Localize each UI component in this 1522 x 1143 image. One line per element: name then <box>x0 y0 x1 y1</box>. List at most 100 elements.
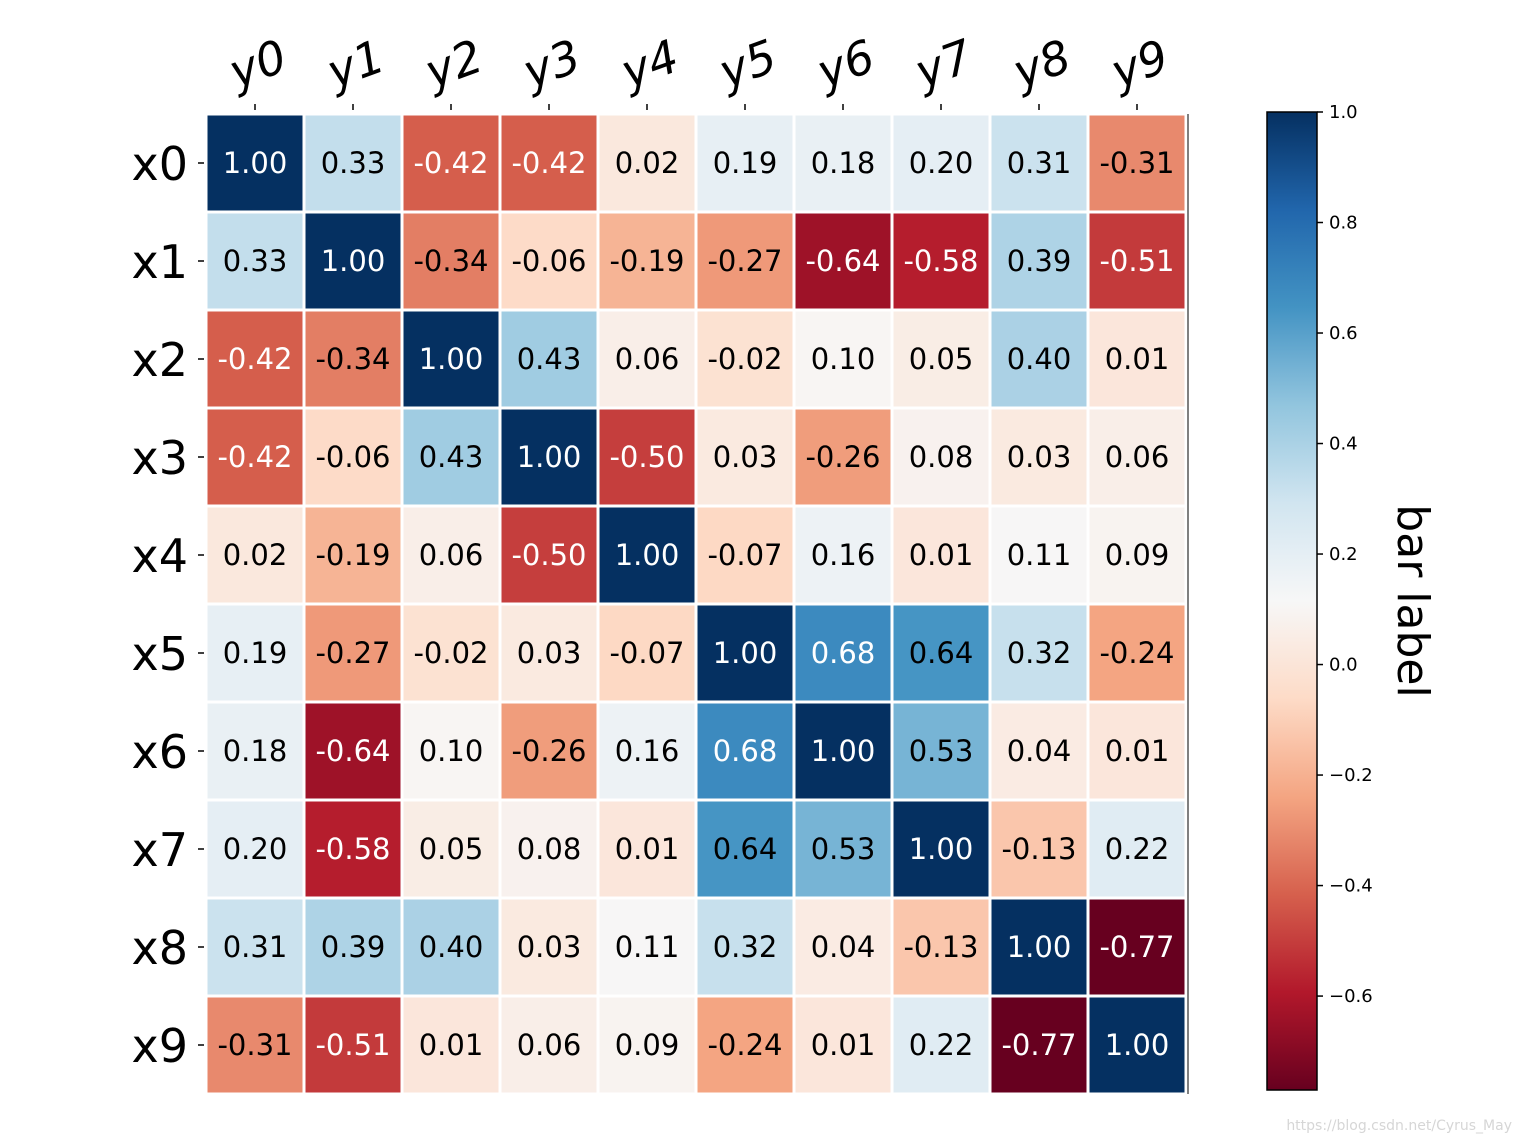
y-tick-label: x5 <box>132 627 189 681</box>
cell-value-label: 0.39 <box>1007 244 1072 278</box>
heatmap-cell <box>501 703 597 799</box>
heatmap-cell <box>1089 997 1185 1093</box>
cell-value-label: 0.01 <box>419 1028 484 1062</box>
cell-value-label: 0.06 <box>1105 440 1170 474</box>
heatmap-cell <box>403 311 499 407</box>
cell-value-label: 0.53 <box>909 734 974 768</box>
cell-value-label: 0.32 <box>713 930 778 964</box>
cell-value-label: 0.22 <box>909 1028 974 1062</box>
heatmap-cell <box>403 115 499 211</box>
heatmap-cell <box>795 899 891 995</box>
heatmap-cell <box>893 409 989 505</box>
cell-value-label: -0.27 <box>707 244 782 278</box>
heatmap-cell <box>697 409 793 505</box>
cell-value-label: 0.01 <box>909 538 974 572</box>
cell-value-label: 0.08 <box>909 440 974 474</box>
heatmap-cell <box>893 605 989 701</box>
heatmap-cell <box>893 115 989 211</box>
x-tick-label: y6 <box>808 29 881 100</box>
cell-value-label: 0.20 <box>909 146 974 180</box>
heatmap-cell <box>991 115 1087 211</box>
cell-value-label: -0.27 <box>315 636 390 670</box>
y-tick-label: x3 <box>132 431 189 485</box>
heatmap-cell <box>1089 311 1185 407</box>
heatmap-cell <box>501 605 597 701</box>
colorbar-tick-label: −0.2 <box>1329 765 1373 786</box>
cell-value-label: 0.19 <box>713 146 778 180</box>
cell-value-label: -0.58 <box>315 832 390 866</box>
cell-value-label: 0.09 <box>615 1028 680 1062</box>
cell-value-label: 0.03 <box>1007 440 1072 474</box>
cell-value-label: -0.58 <box>903 244 978 278</box>
cell-value-label: 0.68 <box>713 734 778 768</box>
cell-value-label: 0.18 <box>811 146 876 180</box>
heatmap-cell <box>697 899 793 995</box>
heatmap-cell <box>795 997 891 1093</box>
cell-value-label: 0.02 <box>223 538 288 572</box>
heatmap-cell <box>599 703 695 799</box>
heatmap-cell <box>501 115 597 211</box>
heatmap-cell <box>991 899 1087 995</box>
heatmap-cell <box>305 801 401 897</box>
cell-value-label: -0.19 <box>315 538 390 572</box>
cell-value-label: -0.13 <box>903 930 978 964</box>
heatmap-cell <box>403 605 499 701</box>
heatmap-cell <box>305 213 401 309</box>
heatmap-cell <box>305 605 401 701</box>
heatmap-cell <box>697 213 793 309</box>
y-tick-label: x2 <box>132 333 189 387</box>
heatmap-cell <box>893 703 989 799</box>
cell-value-label: 1.00 <box>321 244 386 278</box>
heatmap-cell <box>1089 115 1185 211</box>
cell-value-label: -0.77 <box>1099 930 1174 964</box>
cell-value-label: 0.01 <box>615 832 680 866</box>
cell-value-label: 0.33 <box>321 146 386 180</box>
cell-value-label: 1.00 <box>615 538 680 572</box>
heatmap-cell <box>207 605 303 701</box>
cell-value-label: -0.26 <box>805 440 880 474</box>
cell-value-label: 0.04 <box>1007 734 1072 768</box>
heatmap-cell <box>893 801 989 897</box>
cell-value-label: 0.64 <box>909 636 974 670</box>
colorbar-tick-label: 1.0 <box>1329 102 1358 123</box>
cell-value-label: -0.51 <box>1099 244 1174 278</box>
heatmap-cell <box>207 213 303 309</box>
cell-value-label: 0.31 <box>223 930 288 964</box>
heatmap-cell <box>1089 605 1185 701</box>
cell-value-label: 0.40 <box>419 930 484 964</box>
heatmap-cell <box>991 997 1087 1093</box>
y-tick-label: x9 <box>132 1019 189 1073</box>
cell-value-label: 0.22 <box>1105 832 1170 866</box>
heatmap-cell <box>403 213 499 309</box>
heatmap-cell <box>697 997 793 1093</box>
heatmap-cell <box>501 409 597 505</box>
heatmap-cell <box>305 311 401 407</box>
cell-value-label: 0.11 <box>615 930 680 964</box>
heatmap-cell <box>697 311 793 407</box>
heatmap-cell <box>501 997 597 1093</box>
heatmap-cell <box>207 311 303 407</box>
heatmap-cell <box>795 311 891 407</box>
heatmap-cell <box>1089 213 1185 309</box>
heatmap-cell <box>305 507 401 603</box>
heatmap-cell <box>893 507 989 603</box>
cell-value-label: 0.43 <box>517 342 582 376</box>
heatmap-cell <box>599 997 695 1093</box>
cell-value-label: -0.42 <box>413 146 488 180</box>
heatmap-cell <box>599 115 695 211</box>
cell-value-label: 0.04 <box>811 930 876 964</box>
cell-value-label: -0.31 <box>1099 146 1174 180</box>
heatmap-cell <box>207 507 303 603</box>
x-tick-label: y1 <box>318 29 391 100</box>
y-tick-label: x7 <box>132 823 189 877</box>
cell-value-label: 0.10 <box>419 734 484 768</box>
heatmap-cell <box>1089 899 1185 995</box>
cell-value-label: 1.00 <box>1007 930 1072 964</box>
x-tick-label: y9 <box>1102 29 1175 100</box>
heatmap-cells: 1.00 0.33 -0.42 -0.42 0.02 0.19 0.18 0.20 0.31 -0… <box>207 114 1189 1094</box>
colorbar-tick-label: −0.4 <box>1329 876 1373 897</box>
cell-value-label: -0.02 <box>413 636 488 670</box>
heatmap-cell <box>1089 703 1185 799</box>
cell-value-label: -0.07 <box>609 636 684 670</box>
heatmap-cell <box>599 311 695 407</box>
